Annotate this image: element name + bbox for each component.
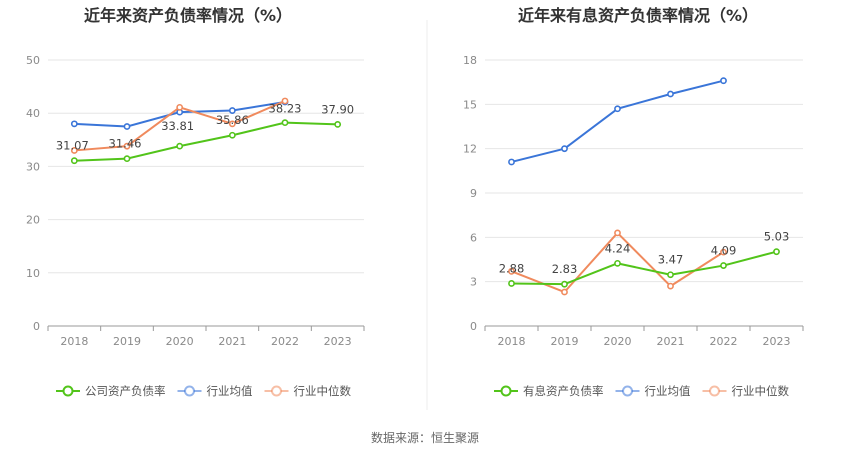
data-point <box>508 267 515 275</box>
legend-item: 行业中位数 <box>264 384 352 398</box>
x-tick-label: 2022 <box>271 335 299 348</box>
data-point <box>123 142 131 150</box>
legend-label: 行业中位数 <box>294 384 352 398</box>
legend-marker <box>500 385 512 397</box>
y-tick-label: 40 <box>26 107 40 120</box>
legend-item: 公司资产负债率 <box>56 384 166 398</box>
y-tick-label: 10 <box>26 267 40 280</box>
x-tick-label: 2021 <box>657 335 685 348</box>
data-point <box>561 145 568 153</box>
legend-item: 行业均值 <box>177 384 253 398</box>
x-tick-label: 2020 <box>604 335 632 348</box>
data-label: 35.86 <box>216 113 249 127</box>
data-point <box>614 105 621 113</box>
y-tick-label: 12 <box>463 143 477 156</box>
x-tick-label: 2021 <box>218 335 246 348</box>
legend-label: 行业中位数 <box>732 384 790 398</box>
series-line-0 <box>74 121 338 162</box>
x-tick-label: 2020 <box>166 335 194 348</box>
data-point <box>561 288 568 296</box>
x-tick-label: 2023 <box>763 335 791 348</box>
y-tick-label: 15 <box>463 98 477 111</box>
data-point <box>70 157 78 165</box>
data-point <box>123 123 131 130</box>
data-point <box>228 131 236 139</box>
data-point <box>773 248 780 256</box>
data-label: 4.24 <box>605 241 631 255</box>
data-point <box>70 120 78 128</box>
y-tick-label: 0 <box>470 320 477 333</box>
y-tick-label: 3 <box>470 276 477 289</box>
chart-title: 近年来资产负债率情况（%） <box>84 6 292 25</box>
data-point <box>614 229 621 237</box>
data-point <box>667 282 674 290</box>
data-point <box>281 119 289 127</box>
legend-marker <box>62 385 74 397</box>
data-label: 33.81 <box>161 119 194 133</box>
legend-label: 公司资产负债率 <box>85 384 166 398</box>
y-tick-label: 30 <box>26 160 40 173</box>
data-label: 31.46 <box>109 137 142 151</box>
legend-label: 行业均值 <box>207 384 253 398</box>
data-point <box>720 262 727 269</box>
data-point <box>720 77 727 85</box>
legend-label: 行业均值 <box>645 384 691 398</box>
data-point <box>228 120 236 128</box>
chart-title: 近年来有息资产负债率情况（%） <box>518 6 758 25</box>
data-point <box>228 107 236 114</box>
x-tick-label: 2023 <box>324 335 352 348</box>
data-label: 3.47 <box>658 253 684 267</box>
data-point <box>508 280 515 287</box>
y-tick-label: 0 <box>33 320 40 333</box>
legend-item: 行业中位数 <box>702 384 790 398</box>
data-label: 5.03 <box>764 230 790 244</box>
data-point <box>334 120 342 128</box>
legend-item: 行业均值 <box>615 384 691 398</box>
data-point <box>667 90 674 98</box>
y-tick-label: 18 <box>463 54 477 67</box>
y-tick-label: 9 <box>470 187 477 200</box>
legend-item: 有息资产负债率 <box>494 384 604 398</box>
legend-marker <box>271 385 282 397</box>
data-label: 38.23 <box>269 102 302 116</box>
data-point <box>561 280 568 288</box>
legend-marker <box>622 385 633 397</box>
series-line-0 <box>511 250 777 286</box>
legend-marker <box>709 385 720 397</box>
y-tick-label: 6 <box>470 231 477 244</box>
debt-ratio-chart: 近年来资产负债率情况（%） 0 10 20 30 40 50 2018 2019 2020 202… <box>26 6 365 398</box>
series-line-1 <box>511 79 724 163</box>
data-point <box>720 248 727 256</box>
data-source-label: 数据来源：恒生聚源 <box>371 430 479 445</box>
data-label: 2.88 <box>499 261 525 275</box>
data-label: 37.90 <box>321 102 354 116</box>
data-point <box>281 97 289 105</box>
x-tick-label: 2018 <box>498 335 526 348</box>
data-label: 4.09 <box>711 244 737 258</box>
x-tick-label: 2022 <box>710 335 738 348</box>
data-point <box>667 271 674 279</box>
y-tick-label: 20 <box>26 214 40 227</box>
data-label: 31.07 <box>56 139 89 153</box>
data-point <box>123 155 131 163</box>
y-tick-label: 50 <box>26 54 40 67</box>
legend-marker <box>184 385 195 397</box>
data-point <box>508 158 515 166</box>
x-tick-label: 2019 <box>551 335 579 348</box>
x-tick-label: 2019 <box>113 335 141 348</box>
interest-bearing-debt-ratio-chart: 近年来有息资产负债率情况（%） 0 3 6 9 12 15 18 2018 2019 2020 20… <box>463 6 804 398</box>
data-point <box>70 147 78 154</box>
x-tick-label: 2018 <box>60 335 88 348</box>
data-label: 2.83 <box>552 262 578 276</box>
data-point <box>176 103 184 111</box>
data-point <box>176 142 184 150</box>
legend-label: 有息资产负债率 <box>523 384 604 398</box>
data-point <box>614 259 621 267</box>
